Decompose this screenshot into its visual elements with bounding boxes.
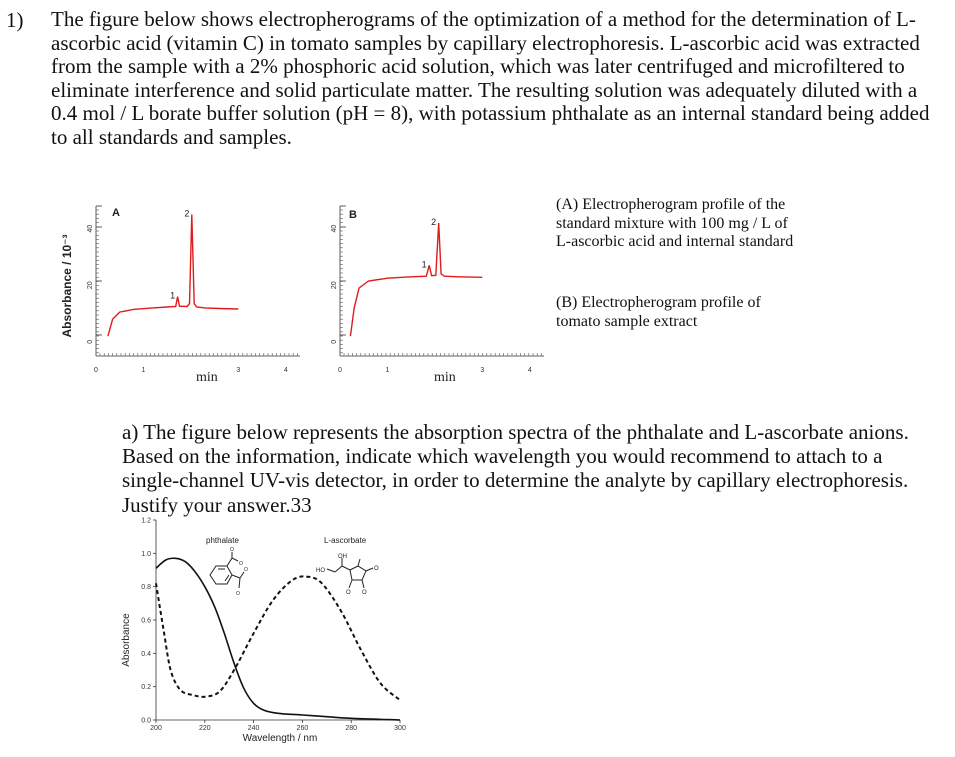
spectra-axes: [155, 520, 400, 721]
y-tick-label: 20: [87, 281, 94, 289]
part-a-question: a) The figure below represents the absor…: [122, 420, 909, 517]
question-number: 1): [6, 8, 24, 32]
phthalate-structure-label: phthalate: [206, 536, 239, 545]
x-tick-label: 1: [141, 367, 145, 374]
x-tick-label: 0: [338, 367, 342, 374]
peak-label: 2: [184, 208, 189, 218]
spectra-x-tick-label: 260: [297, 725, 309, 732]
x-tick-label: 4: [528, 367, 532, 374]
panel-b-xlabel: min: [434, 370, 456, 385]
ascorbate-structure-label: L-ascorbate: [324, 536, 367, 545]
phthalate-structure-icon: [209, 552, 245, 589]
spectra-xlabel: Wavelength / nm: [243, 733, 318, 744]
spectra-y-tick-label: 0.2: [141, 684, 151, 691]
svg-text:O: O: [236, 591, 240, 597]
spectra-y-tick-label: 0.4: [141, 651, 151, 658]
svg-text:O: O: [239, 561, 243, 567]
y-tick-label: 40: [87, 225, 94, 233]
y-tick-label: 20: [331, 281, 338, 289]
y-tick-label: 0: [331, 340, 338, 344]
caption-b: (B) Electropherogram profile of tomato s…: [556, 294, 761, 330]
spectra-y-tick-label: 0.8: [141, 584, 151, 591]
x-tick-label: 3: [236, 367, 240, 374]
panel-a-xlabel: min: [196, 370, 218, 385]
y-tick-label: 40: [331, 225, 338, 233]
spectra-x-tick-label: 240: [248, 725, 260, 732]
panel-b-trace: [349, 222, 483, 337]
svg-text:O: O: [346, 590, 351, 596]
svg-text:O: O: [244, 567, 248, 573]
x-tick-label: 4: [284, 367, 288, 374]
ascorbate-structure-icon: [326, 558, 374, 589]
spectra-x-tick-label: 200: [150, 725, 162, 732]
panel-b-letter: B: [349, 209, 357, 221]
x-tick-label: 1: [385, 367, 389, 374]
spectra-x-tick-label: 300: [394, 725, 406, 732]
svg-text:O: O: [374, 566, 379, 572]
spectra-x-tick-label: 280: [345, 725, 357, 732]
spectra-y-tick-label: 0.0: [141, 718, 151, 725]
x-tick-label: 3: [480, 367, 484, 374]
panel-b-dot-ticks: [340, 209, 542, 356]
ascorbate-spectrum-line: [155, 575, 401, 701]
svg-text:O: O: [362, 590, 367, 596]
svg-text:O: O: [230, 547, 234, 553]
panel-a-trace: [107, 214, 239, 337]
phthalate-spectrum-line: [155, 557, 401, 721]
caption-a: (A) Electropherogram profile of the stan…: [556, 196, 794, 250]
spectra-y-tick-label: 1.2: [141, 518, 151, 525]
x-tick-label: 0: [94, 367, 98, 374]
peak-label: 1: [422, 259, 427, 269]
y-tick-label: 0: [87, 340, 94, 344]
spectra-y-tick-label: 0.6: [141, 618, 151, 625]
ascorbate-ho-label: HO: [316, 568, 325, 574]
spectra-x-tick-label: 220: [199, 725, 211, 732]
peak-label: 1: [170, 291, 175, 301]
panel-a-ylabel: Absorbance / 10⁻³: [60, 234, 74, 337]
panel-a-letter: A: [112, 207, 120, 219]
ascorbate-oh-label: OH: [338, 554, 347, 560]
spectra-ylabel: Absorbance: [121, 613, 132, 667]
peak-label: 2: [431, 217, 436, 227]
spectra-y-tick-label: 1.0: [141, 551, 151, 558]
panel-a-dot-ticks: [96, 209, 298, 356]
question-intro: The figure below shows electropherograms…: [51, 7, 930, 149]
